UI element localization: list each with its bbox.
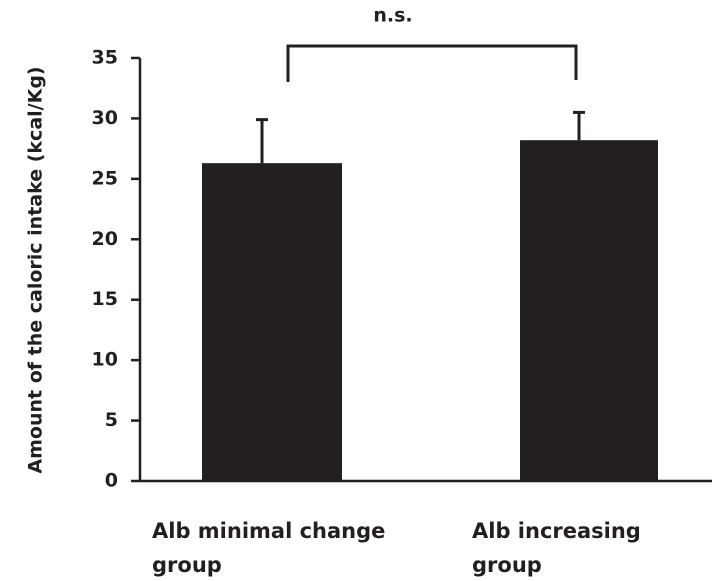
y-tick-label: 30 (92, 107, 118, 129)
bar (202, 163, 342, 481)
y-tick-label: 25 (92, 167, 118, 189)
bar (520, 140, 658, 481)
x-tick-label: Alb increasing group (472, 519, 641, 577)
annotation: n.s. (373, 5, 412, 27)
y-tick-label: 35 (92, 47, 118, 69)
x-tick-label: Alb minimal change group (152, 519, 386, 577)
y-tick-label: 10 (92, 349, 118, 371)
y-tick-label: 20 (92, 228, 118, 250)
significance-bracket (286, 44, 578, 82)
y-tick-label: 15 (92, 288, 118, 310)
y-tick-label: 5 (105, 409, 118, 431)
y-axis-label: Amount of the caloric intake (kcal/Kg) (25, 66, 47, 473)
y-tick-label: 0 (105, 470, 118, 492)
